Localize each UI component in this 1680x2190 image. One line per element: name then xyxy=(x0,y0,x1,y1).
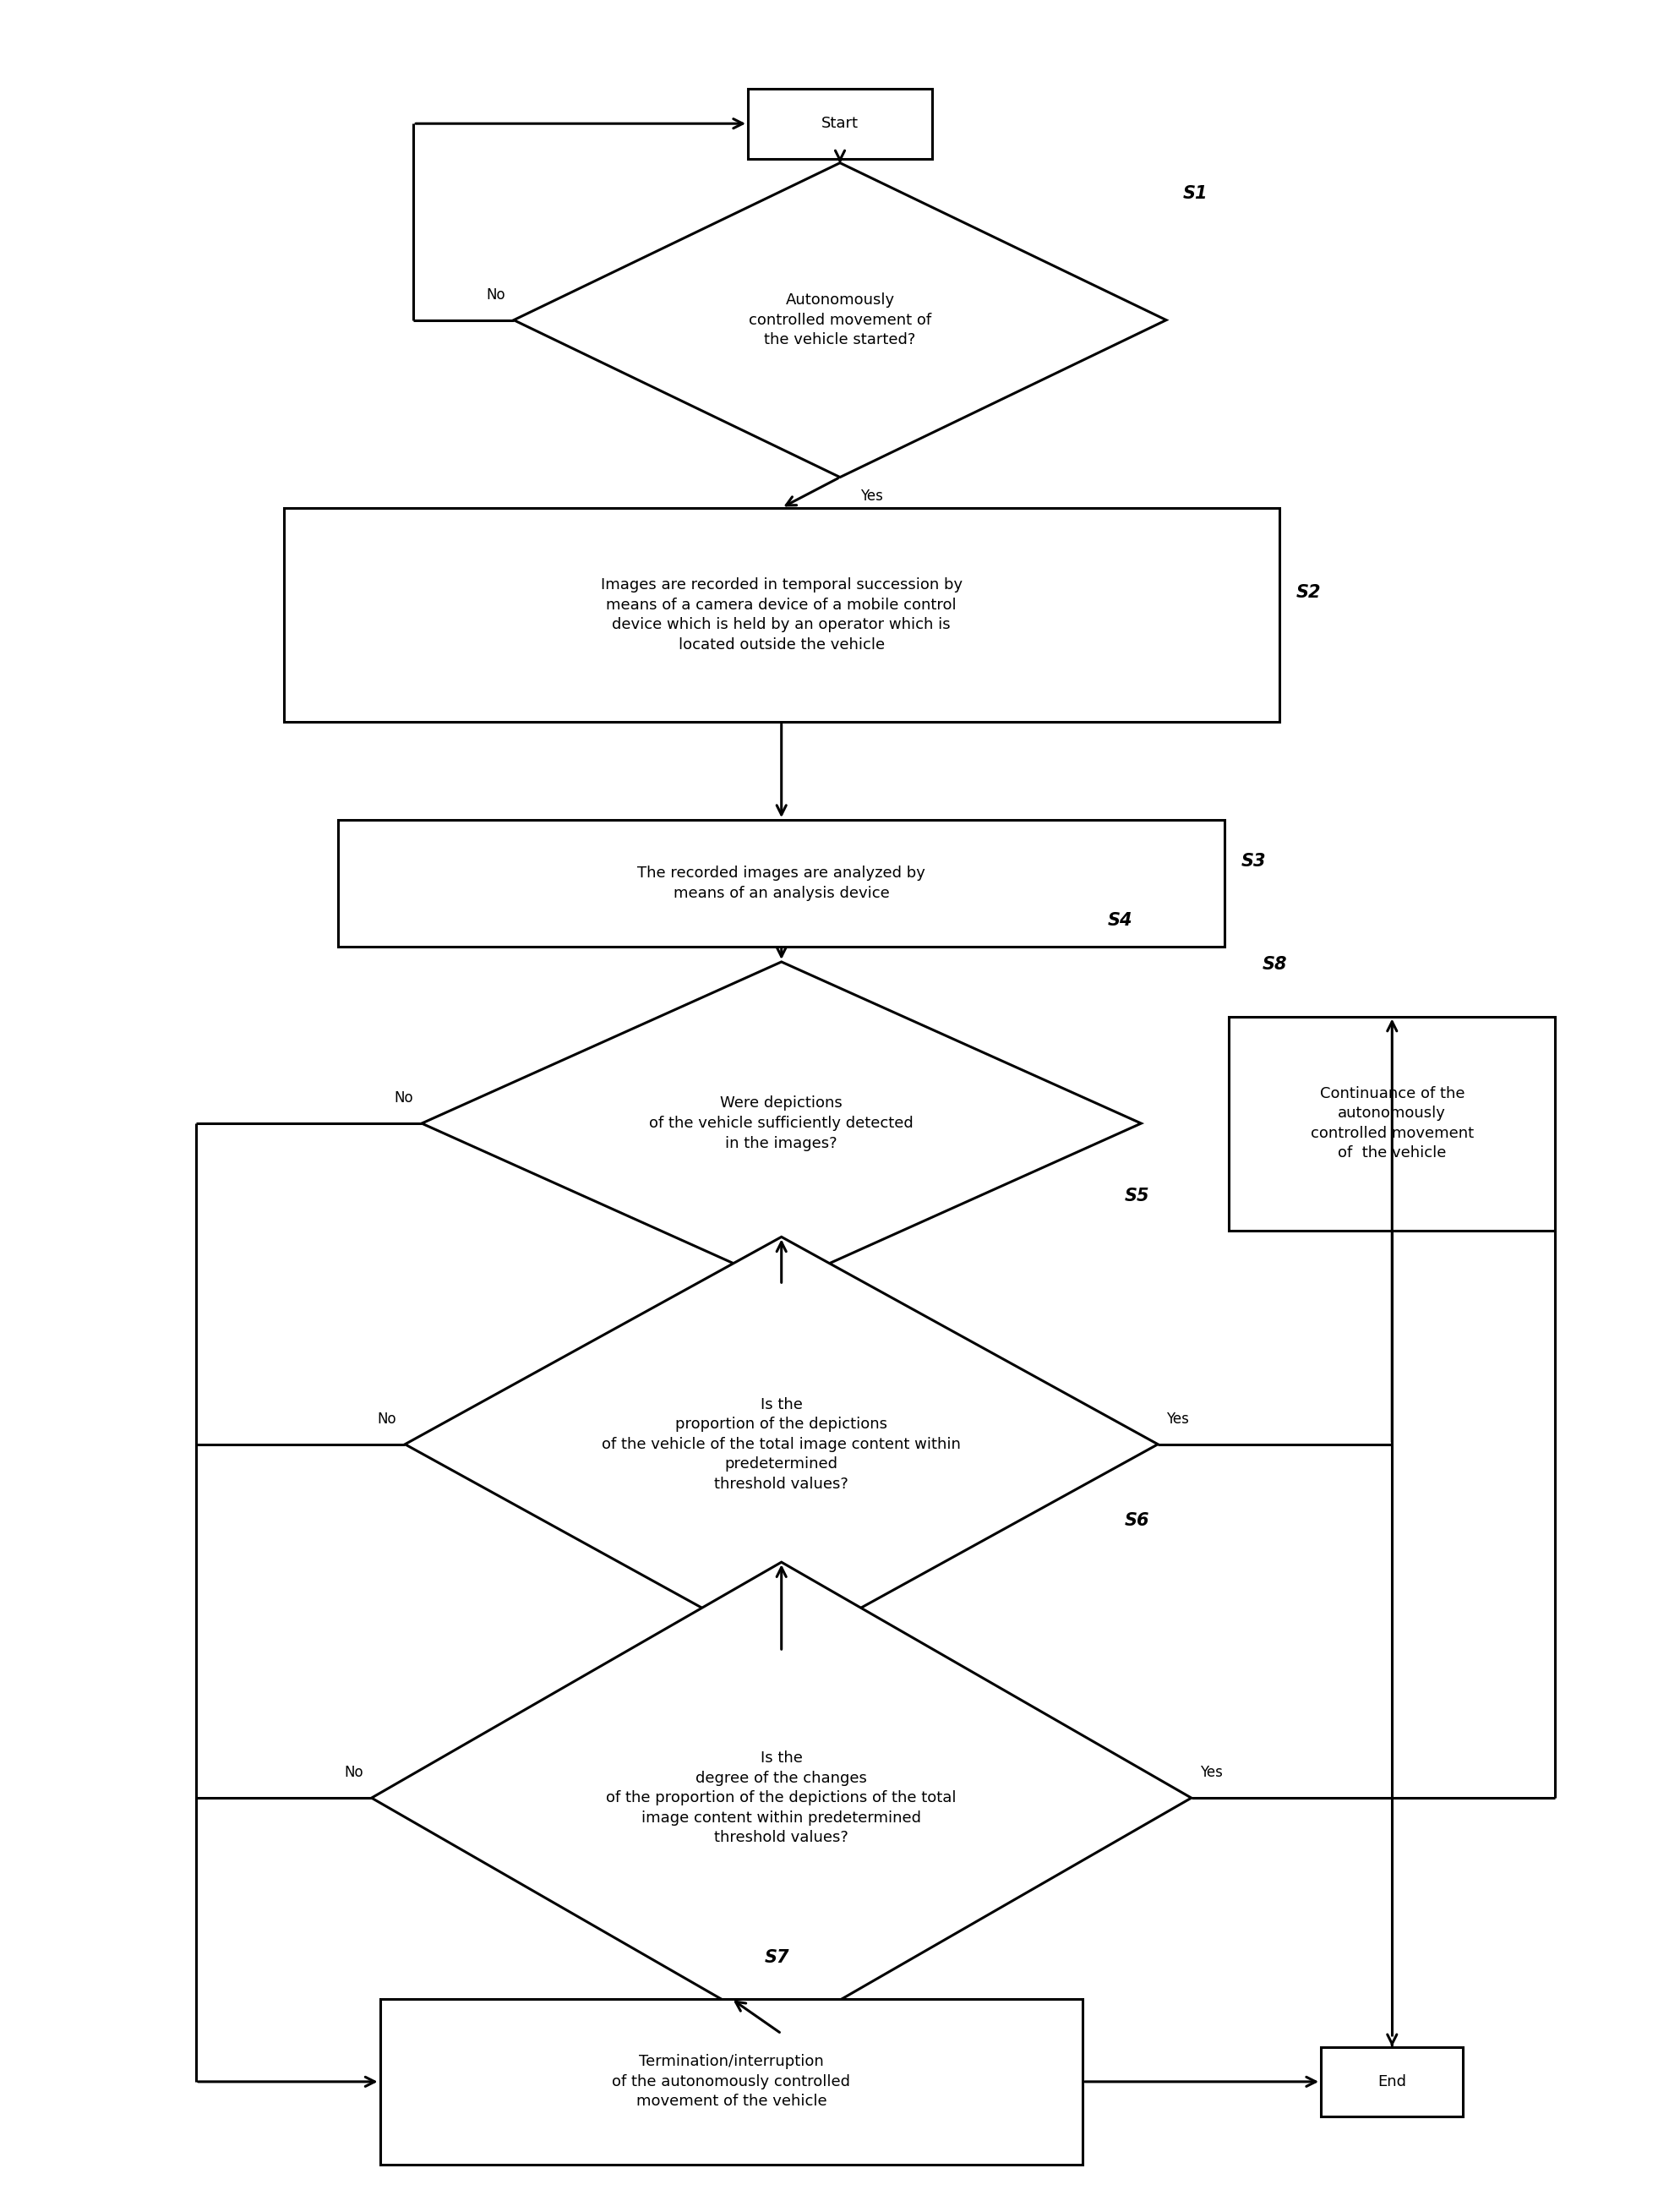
FancyBboxPatch shape xyxy=(284,508,1278,723)
Text: Is the
proportion of the depictions
of the vehicle of the total image content wi: Is the proportion of the depictions of t… xyxy=(601,1397,961,1491)
Polygon shape xyxy=(371,1561,1191,2035)
Text: No: No xyxy=(486,287,506,302)
Polygon shape xyxy=(514,162,1166,477)
Polygon shape xyxy=(422,961,1141,1286)
Text: Autonomously
controlled movement of
the vehicle started?: Autonomously controlled movement of the … xyxy=(749,293,931,348)
FancyBboxPatch shape xyxy=(380,1999,1082,2164)
Text: Yes: Yes xyxy=(1166,1413,1189,1428)
Text: S4: S4 xyxy=(1107,913,1132,929)
Polygon shape xyxy=(405,1237,1158,1651)
Text: S2: S2 xyxy=(1295,585,1320,602)
Text: Were depictions
of the vehicle sufficiently detected
in the images?: Were depictions of the vehicle sufficien… xyxy=(648,1095,914,1152)
Text: Yes: Yes xyxy=(1200,1765,1223,1780)
Text: Termination/interruption
of the autonomously controlled
movement of the vehicle: Termination/interruption of the autonomo… xyxy=(612,2054,850,2109)
Text: The recorded images are analyzed by
means of an analysis device: The recorded images are analyzed by mean… xyxy=(637,865,926,900)
Text: Is the
degree of the changes
of the proportion of the depictions of the total
im: Is the degree of the changes of the prop… xyxy=(606,1750,956,1846)
Text: S1: S1 xyxy=(1183,184,1208,201)
Text: End: End xyxy=(1378,2074,1406,2089)
Text: S6: S6 xyxy=(1124,1513,1149,1529)
Text: No: No xyxy=(378,1413,396,1428)
FancyBboxPatch shape xyxy=(748,88,932,158)
Text: S5: S5 xyxy=(1124,1187,1149,1205)
Text: S3: S3 xyxy=(1242,852,1267,869)
Text: Start: Start xyxy=(822,116,858,131)
Text: Yes: Yes xyxy=(860,488,882,504)
Text: S7: S7 xyxy=(764,1949,790,1967)
Text: S8: S8 xyxy=(1262,955,1287,972)
Text: No: No xyxy=(395,1091,413,1106)
FancyBboxPatch shape xyxy=(1230,1016,1556,1231)
Text: No: No xyxy=(344,1765,363,1780)
FancyBboxPatch shape xyxy=(338,819,1225,946)
Text: Images are recorded in temporal succession by
means of a camera device of a mobi: Images are recorded in temporal successi… xyxy=(600,578,963,653)
FancyBboxPatch shape xyxy=(1320,2048,1463,2116)
Text: Continuance of the
autonomously
controlled movement
of  the vehicle: Continuance of the autonomously controll… xyxy=(1310,1086,1473,1161)
